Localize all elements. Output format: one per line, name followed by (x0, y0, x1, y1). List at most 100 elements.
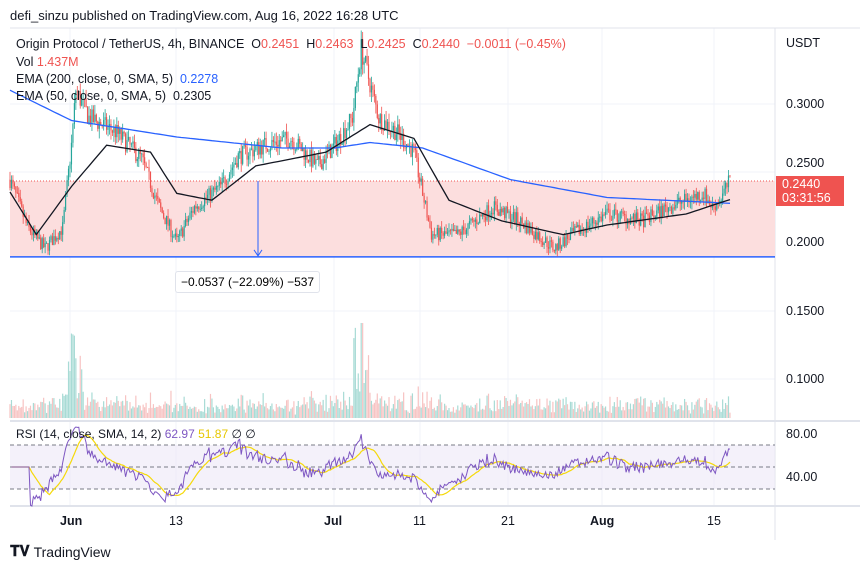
candle-body (455, 229, 457, 234)
volume-bar (57, 407, 59, 418)
volume-bar (144, 407, 146, 418)
candle-body (493, 201, 495, 215)
volume-bar (73, 335, 75, 418)
candle-body (253, 150, 255, 157)
candle-body (65, 194, 67, 210)
ema50-legend[interactable]: EMA (50, close, 0, SMA, 5) 0.2305 (16, 89, 211, 103)
volume-bar (236, 408, 238, 418)
volume-bar (28, 407, 30, 418)
volume-bar (530, 406, 532, 418)
volume-bar (91, 392, 93, 418)
candle-body (651, 209, 654, 216)
volume-bar (544, 408, 547, 418)
volume-bar (427, 408, 430, 418)
close-value: 0.2440 (421, 37, 460, 51)
volume-bar (382, 406, 384, 418)
candle-body (345, 130, 348, 139)
candle-body (133, 141, 135, 148)
candle-body (629, 217, 632, 225)
volume-bar (60, 410, 62, 418)
candle-body (193, 206, 195, 213)
volume-bar (16, 410, 18, 418)
candle-body (21, 201, 23, 207)
candle-body (151, 188, 153, 193)
volume-bar (227, 408, 229, 418)
candle-body (585, 221, 588, 233)
volume-bar (122, 400, 124, 418)
candle-body (293, 141, 295, 150)
tradingview-logo[interactable]: 𝐓𝐕 TradingView (10, 543, 111, 560)
volume-bar (559, 399, 561, 418)
volume-bar (584, 406, 586, 418)
volume-bar (539, 398, 541, 418)
volume-bar (307, 408, 310, 418)
volume-bar (555, 400, 557, 418)
volume-bar (285, 400, 288, 418)
volume-bar (416, 406, 418, 418)
candle-body (155, 195, 157, 197)
candle-body (575, 226, 577, 228)
rsi-legend[interactable]: RSI (14, close, SMA, 14, 2) 62.97 51.87 … (16, 427, 256, 441)
candle-body (473, 220, 475, 222)
volume-bar (168, 405, 171, 418)
candle-body (370, 85, 373, 93)
candle-body (501, 208, 503, 213)
candle-body (26, 221, 29, 223)
volume-bar (711, 407, 713, 418)
candle-body (404, 147, 406, 149)
candle-body (56, 237, 58, 241)
candle-body (180, 228, 182, 231)
candle-body (307, 159, 310, 163)
volume-bar (167, 404, 169, 418)
ema200-legend[interactable]: EMA (200, close, 0, SMA, 5) 0.2278 (16, 72, 218, 86)
volume-bar (707, 410, 709, 418)
volume-bar (85, 405, 87, 418)
candle-body (429, 220, 431, 228)
published-header: defi_sinzu published on TradingView.com,… (10, 8, 399, 23)
volume-bar (192, 408, 194, 418)
symbol-name[interactable]: Origin Protocol / TetherUS, 4h, BINANCE (16, 37, 245, 51)
candle-body (395, 134, 397, 141)
candle-body (540, 241, 542, 243)
candle-body (183, 226, 185, 237)
candle-body (163, 212, 165, 218)
volume-bar (524, 403, 526, 418)
volume-bar (422, 392, 424, 418)
candle-body (152, 192, 155, 199)
volume-bar (704, 399, 706, 418)
candle-body (587, 221, 589, 229)
candle-body (325, 150, 327, 163)
candle-body (691, 196, 693, 202)
open-label: O (251, 37, 262, 51)
candle-body (132, 141, 134, 144)
volume-bar (266, 408, 269, 418)
volume-bar (419, 406, 421, 418)
candle-body (347, 128, 349, 131)
volume-bar (157, 406, 159, 418)
volume-bar (703, 413, 705, 418)
volume-bar (540, 409, 542, 418)
volume-bar (594, 407, 596, 418)
volume-bar (615, 406, 617, 418)
volume-bar (274, 411, 276, 418)
volume-bar (441, 402, 443, 418)
candle-body (104, 117, 106, 120)
volume-bar (628, 409, 630, 418)
volume-bar (277, 407, 279, 418)
volume-bar (233, 406, 235, 418)
candle-body (249, 148, 251, 156)
candle-body (530, 226, 532, 233)
candle-body (372, 85, 374, 90)
volume-bar (97, 401, 99, 418)
volume-bar (214, 412, 216, 418)
candle-body (676, 200, 678, 205)
volume-bar (568, 409, 570, 418)
volume-bar (65, 394, 67, 418)
volume-legend[interactable]: Vol 1.437M (16, 55, 79, 69)
candle-body (196, 206, 198, 209)
volume-bar (547, 405, 550, 418)
volume-bar (101, 406, 103, 418)
volume-bar (448, 408, 450, 418)
volume-bar (247, 405, 250, 418)
